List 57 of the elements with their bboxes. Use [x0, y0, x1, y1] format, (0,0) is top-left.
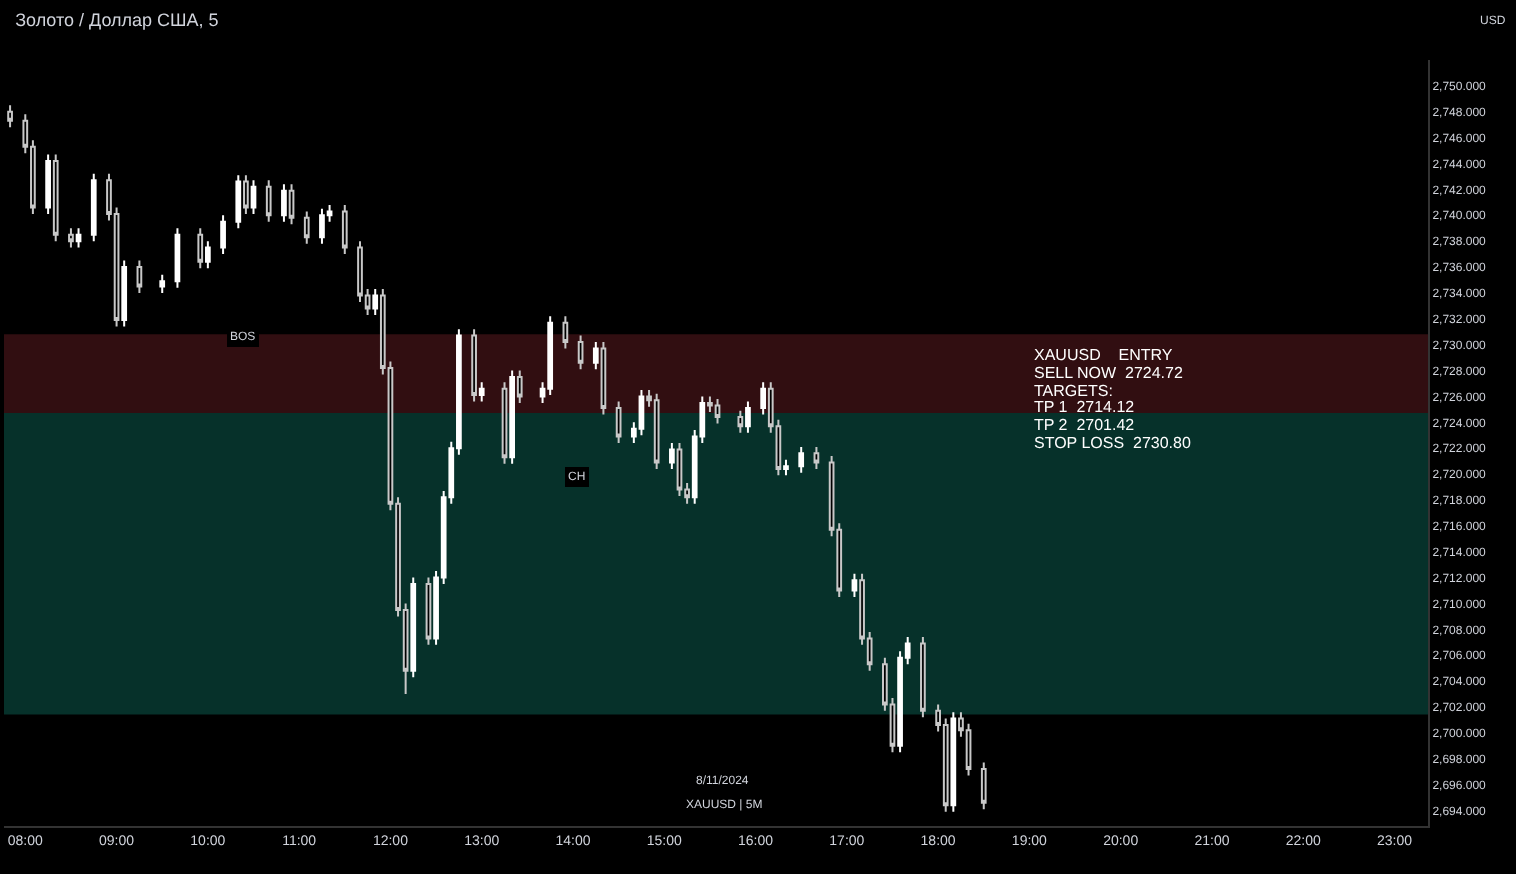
- candlestick: [197, 227, 204, 270]
- candlestick: [813, 445, 820, 470]
- candlestick: [243, 174, 249, 215]
- candlestick: [745, 400, 751, 434]
- candlestick: [737, 409, 744, 434]
- annotation: TP 2 2701.42: [1034, 416, 1136, 434]
- candlestick: [516, 369, 523, 404]
- candlestick: [714, 398, 721, 425]
- candlestick: [121, 259, 128, 328]
- candlestick: [950, 711, 957, 813]
- candlestick: [220, 214, 226, 256]
- candlestick: [851, 572, 858, 598]
- candlestick: [509, 369, 515, 465]
- candlestick: [547, 315, 554, 397]
- candlestick: [600, 341, 607, 416]
- candlestick: [205, 240, 211, 270]
- candlestick: [410, 576, 417, 679]
- candlestick: [281, 183, 287, 223]
- annotation: XAUUSD ENTRY: [1034, 346, 1174, 364]
- candlestick: [760, 381, 767, 416]
- candlestick: [90, 172, 97, 243]
- chart-title: Золото / Доллар США, 5: [15, 9, 219, 30]
- candlestick: [425, 576, 432, 646]
- candlestick: [577, 334, 584, 371]
- candlestick: [592, 341, 599, 371]
- candlestick: [478, 381, 485, 403]
- candlestick: [920, 636, 926, 719]
- candlestick: [45, 153, 51, 215]
- candlestick: [980, 761, 987, 811]
- candlestick: [7, 104, 13, 129]
- candlestick: [174, 227, 181, 289]
- candlestick: [265, 179, 272, 223]
- candlestick: [75, 227, 82, 249]
- candlestick: [68, 227, 74, 249]
- candlestick: [235, 174, 242, 230]
- candlestick: [303, 210, 310, 245]
- candlestick: [250, 179, 257, 215]
- candlestick: [319, 207, 325, 245]
- candlestick: [288, 183, 295, 226]
- candlestick: [372, 288, 379, 316]
- candlestick: [653, 392, 660, 470]
- candlestick: [669, 442, 675, 470]
- candlestick: [783, 458, 789, 477]
- candlestick: [136, 259, 143, 294]
- annotation: TARGETS:: [1034, 382, 1113, 400]
- candlestick: [52, 153, 59, 243]
- candlestick: [638, 388, 645, 437]
- candlestick: [159, 273, 166, 294]
- candlestick: [341, 203, 348, 256]
- annotation: STOP LOSS 2730.80: [1034, 434, 1192, 452]
- annotation: TP 1 2714.12: [1034, 398, 1136, 416]
- candlestick: [615, 400, 622, 444]
- annotation: SELL NOW 2724.72: [1034, 364, 1184, 382]
- candlestick: [562, 315, 569, 350]
- candlestick: [676, 442, 683, 498]
- candlestick: [798, 445, 805, 474]
- candlestick: [471, 328, 477, 403]
